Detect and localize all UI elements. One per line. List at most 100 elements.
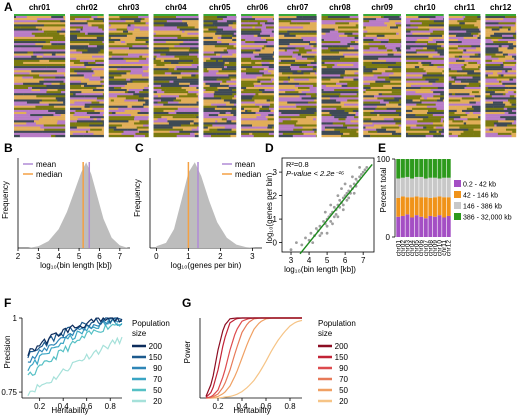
segment: [52, 61, 66, 65]
segment: [363, 124, 375, 127]
segment: [153, 134, 177, 138]
segment: [56, 51, 60, 54]
segment: [241, 53, 260, 56]
segment: [278, 128, 294, 131]
segment: [147, 47, 149, 50]
segment: [168, 38, 189, 42]
segment: [385, 70, 402, 73]
segment: [433, 134, 438, 138]
d-y-tick-label: 3: [273, 168, 278, 177]
segment: [241, 32, 261, 35]
f-series-line-50: [27, 322, 123, 377]
e-category-label: chr05: [414, 240, 421, 257]
segment: [437, 66, 444, 69]
segment: [88, 130, 104, 134]
segment: [399, 16, 402, 19]
segment: [259, 43, 274, 46]
segment: [494, 43, 514, 46]
segment: [278, 53, 299, 56]
segment: [165, 89, 187, 92]
segment: [448, 20, 458, 23]
segment: [436, 78, 439, 81]
segment: [252, 97, 274, 100]
segment: [448, 68, 451, 71]
segment: [108, 61, 133, 65]
segment: [363, 16, 382, 19]
segment: [167, 70, 183, 73]
segment: [442, 128, 444, 131]
segment: [180, 72, 199, 75]
segment: [433, 93, 441, 96]
segment: [443, 18, 444, 21]
segment: [460, 70, 475, 73]
stacked-bar-segment: [414, 196, 419, 216]
segment: [218, 76, 230, 79]
segment: [56, 122, 66, 125]
scatter-point: [320, 231, 324, 235]
segment: [155, 32, 182, 35]
segment: [113, 99, 125, 102]
segment: [26, 101, 40, 104]
segment: [211, 134, 231, 138]
segment: [405, 97, 421, 100]
segment: [339, 38, 359, 42]
segment: [426, 47, 438, 50]
segment: [442, 34, 444, 38]
segment: [241, 45, 259, 48]
segment: [388, 38, 398, 42]
segment: [502, 34, 514, 38]
segment: [485, 126, 504, 129]
segment: [55, 134, 66, 138]
segment: [241, 107, 245, 111]
segment: [435, 16, 444, 19]
segment: [222, 28, 237, 31]
segment: [218, 59, 224, 63]
segment: [365, 26, 380, 29]
segment: [286, 49, 300, 52]
segment: [57, 30, 66, 33]
segment: [86, 41, 103, 44]
segment: [417, 38, 433, 42]
segment: [485, 47, 499, 50]
segment: [14, 51, 28, 54]
segment: [228, 74, 237, 77]
segment: [108, 24, 112, 27]
segment: [165, 93, 188, 96]
segment: [509, 101, 517, 104]
segment: [363, 80, 376, 83]
segment: [70, 68, 92, 71]
segment: [221, 68, 237, 71]
segment: [190, 118, 199, 121]
segment: [508, 86, 517, 90]
segment: [451, 101, 470, 104]
segment: [342, 82, 348, 86]
segment: [512, 78, 517, 81]
segment: [176, 76, 182, 79]
segment: [143, 45, 148, 48]
g-x-tick-label: 0.8: [284, 402, 296, 411]
segment: [226, 80, 235, 83]
segment: [194, 26, 199, 29]
segment: [386, 36, 402, 40]
segment: [219, 109, 228, 113]
segment: [70, 16, 92, 19]
segment: [270, 109, 274, 113]
segment: [44, 68, 66, 71]
c-x-tick-label: 2: [218, 252, 223, 261]
segment: [303, 26, 309, 29]
segment: [301, 97, 317, 100]
segment: [108, 97, 126, 100]
segment: [419, 66, 427, 69]
b-x-tick-label: 2: [16, 252, 21, 261]
segment: [341, 105, 350, 108]
segment: [433, 20, 444, 23]
segment: [241, 68, 247, 71]
segment: [259, 22, 266, 25]
segment: [448, 45, 459, 48]
segment: [181, 76, 199, 79]
segment: [241, 84, 255, 88]
segment: [269, 107, 274, 111]
segment: [505, 59, 517, 63]
segment: [485, 66, 504, 69]
segment: [203, 80, 223, 83]
